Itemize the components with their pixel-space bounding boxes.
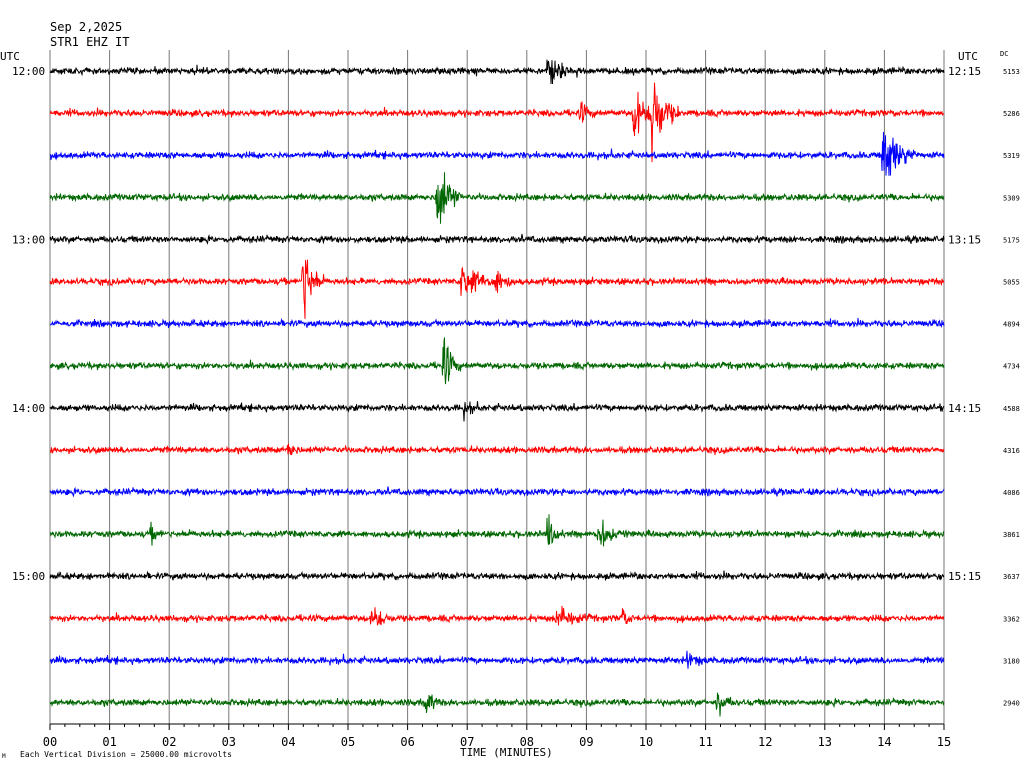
trace-row-9	[49, 443, 945, 456]
x-axis-label: TIME (MINUTES)	[460, 746, 553, 759]
x-tick-label: 03	[222, 735, 236, 749]
left-time-label: 13:00	[12, 233, 45, 246]
dc-value: 3861	[1003, 531, 1020, 539]
dc-value: 5319	[1003, 152, 1020, 160]
utc-right-label: UTC	[958, 50, 978, 63]
dc-value: 3637	[1003, 573, 1020, 581]
trace-row-0	[50, 59, 945, 85]
left-time-label: 14:00	[12, 402, 45, 415]
x-tick-label: 08	[520, 735, 534, 749]
x-tick-label: 07	[460, 735, 474, 749]
trace-row-1	[49, 82, 945, 163]
x-tick-label: 14	[877, 735, 891, 749]
scale-footnote: Each Vertical Division = 25000.00 microv…	[20, 750, 232, 759]
trace-row-6	[49, 317, 945, 329]
trace-row-4	[49, 233, 945, 245]
trace-row-14	[49, 650, 945, 669]
dc-value: 4316	[1003, 447, 1020, 455]
trace-row-3	[49, 172, 945, 224]
dc-value: 3180	[1003, 657, 1020, 665]
dc-value: 4588	[1003, 405, 1020, 413]
right-time-label: 12:15	[948, 65, 981, 78]
dc-value: 5286	[1003, 110, 1020, 118]
dc-value: 2940	[1003, 700, 1020, 708]
trace-row-15	[49, 692, 945, 717]
x-tick-label: 05	[341, 735, 355, 749]
dc-value: 5153	[1003, 68, 1020, 76]
x-tick-label: 13	[818, 735, 832, 749]
trace-row-2	[49, 131, 945, 176]
dc-value: 4734	[1003, 363, 1020, 371]
date-label: Sep 2,2025	[50, 20, 123, 34]
trace-row-12	[49, 570, 945, 582]
trace-row-5	[49, 259, 945, 319]
station-label: STR1 EHZ IT	[50, 35, 130, 49]
right-time-label: 14:15	[948, 402, 981, 415]
x-tick-label: 12	[758, 735, 772, 749]
left-time-label: 12:00	[12, 65, 45, 78]
x-tick-label: 15	[937, 735, 951, 749]
corner-mark: M	[2, 753, 6, 760]
utc-left-label: UTC	[0, 50, 20, 63]
dc-value: 4086	[1003, 489, 1020, 497]
dc-value: 4894	[1003, 321, 1020, 329]
x-tick-label: 04	[281, 735, 295, 749]
trace-row-7	[49, 337, 945, 385]
x-tick-label: 00	[43, 735, 57, 749]
x-tick-label: 10	[639, 735, 653, 749]
x-tick-label: 11	[698, 735, 712, 749]
x-tick-label: 09	[579, 735, 593, 749]
dc-label: DC	[1000, 50, 1009, 58]
right-time-label: 15:15	[948, 570, 981, 583]
dc-value: 3362	[1003, 615, 1020, 623]
trace-row-13	[49, 605, 945, 626]
trace-row-8	[49, 401, 945, 422]
x-tick-label: 02	[162, 735, 176, 749]
trace-row-10	[49, 486, 945, 498]
dc-value: 5175	[1003, 236, 1020, 244]
left-time-label: 15:00	[12, 570, 45, 583]
x-tick-label: 06	[400, 735, 414, 749]
x-tick-label: 01	[102, 735, 116, 749]
trace-row-11	[50, 514, 945, 547]
right-time-label: 13:15	[948, 233, 981, 246]
dc-value: 5055	[1003, 279, 1020, 287]
dc-value: 5309	[1003, 194, 1020, 202]
